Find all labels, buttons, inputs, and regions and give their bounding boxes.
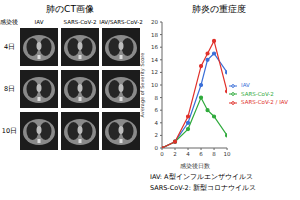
html-text:4日: 4日 (3, 43, 16, 51)
svg-text:14: 14 (151, 57, 158, 63)
svg-text:6: 6 (199, 151, 203, 157)
html-text:肺のCT画像: 肺のCT画像 (46, 4, 94, 14)
svg-text:0: 0 (155, 145, 159, 151)
svg-text:0: 0 (160, 151, 164, 157)
svg-text:12: 12 (151, 69, 158, 75)
html-text:SARS-CoV-2: SARS-CoV-2 (241, 90, 274, 97)
svg-text:10: 10 (224, 151, 231, 157)
html-text:IAV: IAV (241, 82, 250, 89)
html-text:SARS-CoV-2: 新型コロナウイルス: SARS-CoV-2: 新型コロナウイルス (150, 184, 256, 192)
svg-text:2: 2 (155, 132, 159, 138)
html-text:IAV: A型インフルエンザウイルス: IAV: A型インフルエンザウイルス (150, 173, 253, 181)
svg-text:Average of Severity Score: Average of Severity Score (139, 53, 146, 118)
svg-text:4: 4 (186, 151, 190, 157)
html-text:SARS-CoV-2 IAV/SARS-CoV-2: SARS-CoV-2 IAV/SARS-CoV-2 (63, 19, 143, 25)
svg-text:6: 6 (155, 107, 159, 113)
svg-text:10: 10 (151, 82, 158, 88)
svg-text:20: 20 (151, 19, 158, 25)
svg-text:8: 8 (212, 151, 216, 157)
svg-text:16: 16 (151, 44, 158, 50)
html-text:10日: 10日 (1, 127, 18, 135)
html-text:IAV: IAV (34, 19, 44, 25)
svg-text:8: 8 (155, 95, 159, 101)
html-text:感染後: 感染後 (0, 19, 18, 25)
svg-text:感染後日数: 感染後日数 (180, 162, 210, 169)
html-text:肺炎の重症度: 肺炎の重症度 (192, 4, 246, 14)
html-text:SARS-CoV-2 / IAV: SARS-CoV-2 / IAV (241, 99, 288, 106)
html-text:8日: 8日 (3, 85, 16, 93)
svg-text:2: 2 (173, 151, 177, 157)
svg-text:4: 4 (155, 120, 159, 126)
svg-text:18: 18 (151, 32, 158, 38)
